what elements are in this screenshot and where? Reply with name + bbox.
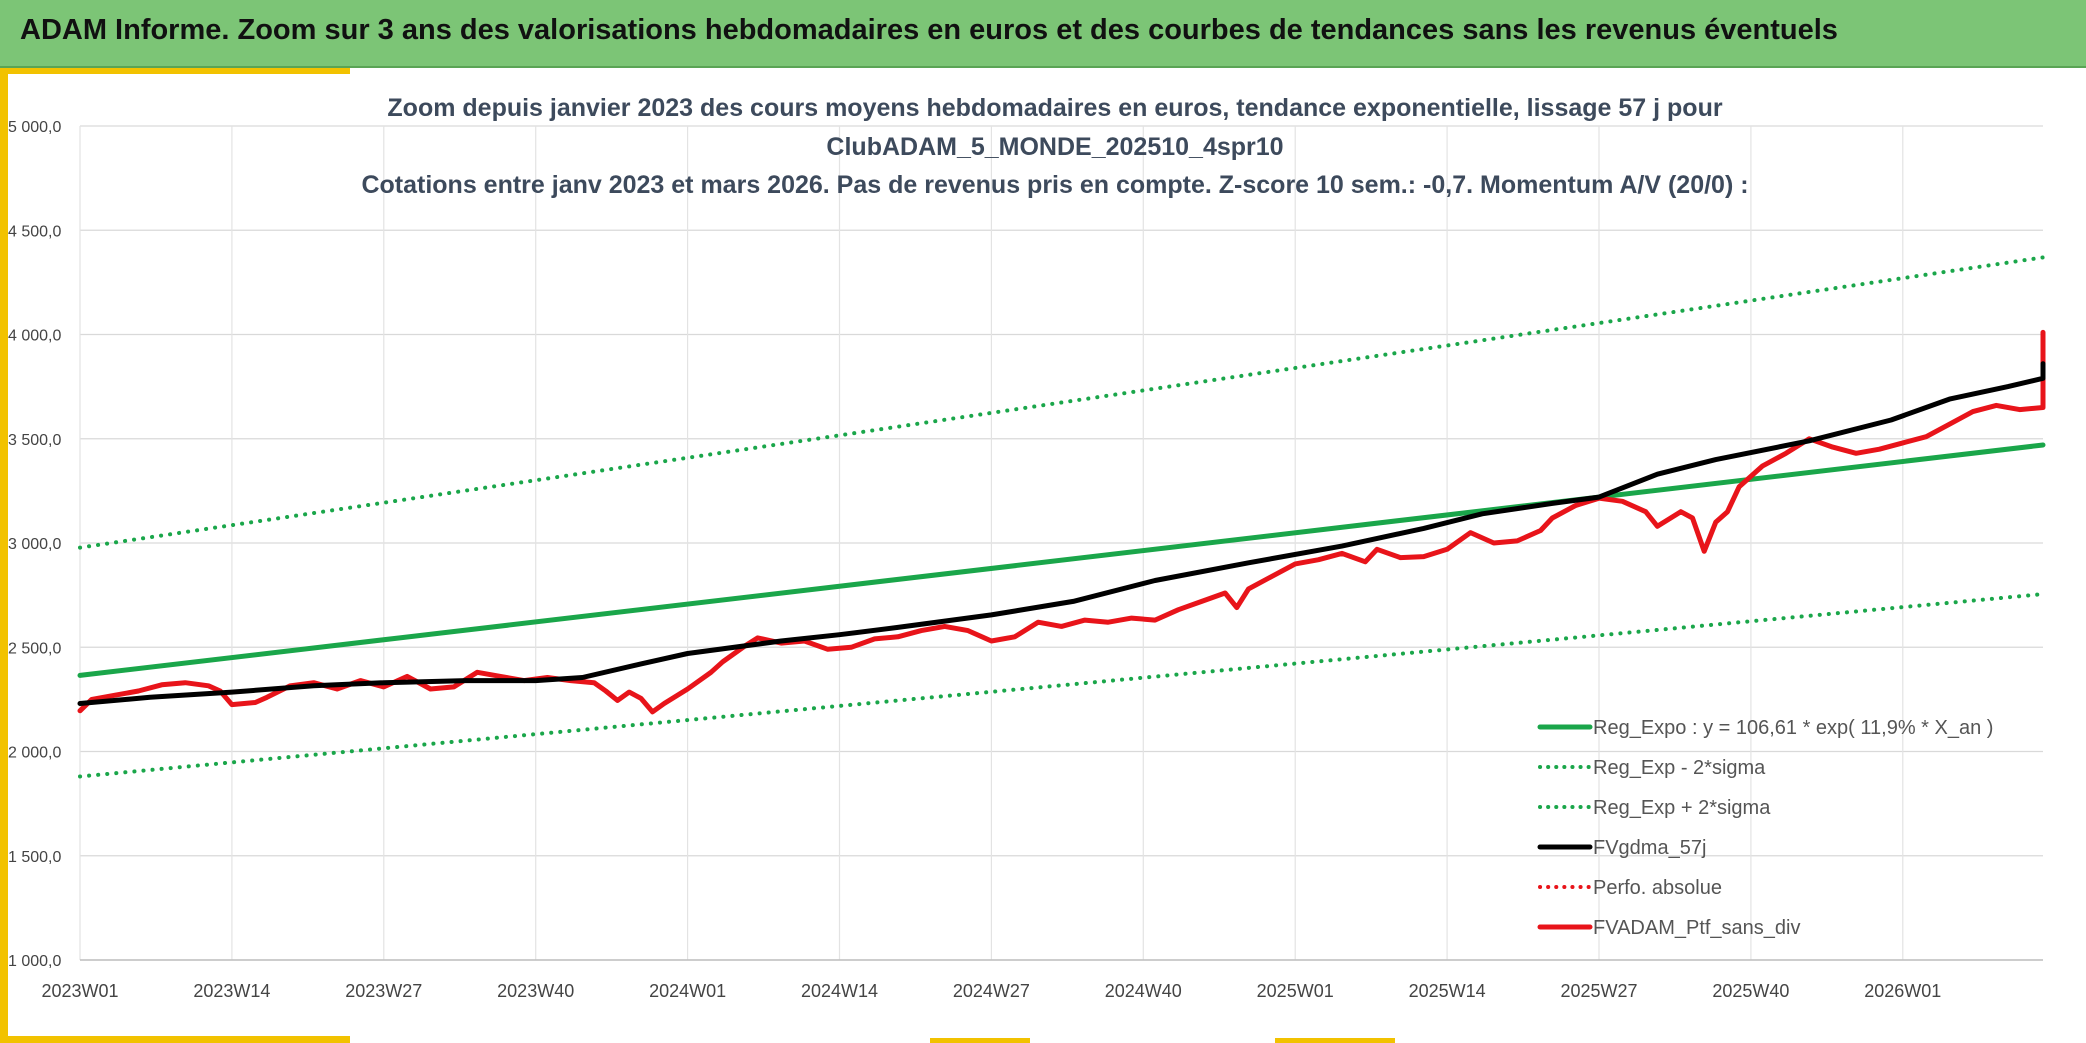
legend-label: Reg_Exp + 2*sigma xyxy=(1593,797,1771,819)
chart-title-line: Zoom depuis janvier 2023 des cours moyen… xyxy=(387,94,1722,122)
chart-legend: Reg_Expo : y = 106,61 * exp( 11,9% * X_a… xyxy=(1537,717,1993,939)
x-tick-label: 2024W27 xyxy=(953,981,1030,1001)
x-tick-label: 2024W01 xyxy=(649,981,726,1001)
legend-label: FVADAM_Ptf_sans_div xyxy=(1593,917,1801,939)
y-tick-label: 1 000,0 xyxy=(8,953,61,970)
accent-stripe-bottom-mid xyxy=(930,1038,1030,1043)
accent-stripe-top xyxy=(0,68,350,74)
chart-grid xyxy=(79,125,2043,961)
chart-title-line: Cotations entre janv 2023 et mars 2026. … xyxy=(361,171,1748,199)
legend-label: FVgdma_57j xyxy=(1593,837,1706,859)
x-tick-label: 2025W27 xyxy=(1560,981,1637,1001)
accent-stripe-bottom xyxy=(0,1036,350,1043)
accent-stripe-left xyxy=(0,68,8,1043)
y-tick-label: 1 500,0 xyxy=(8,849,61,866)
y-tick-label: 3 500,0 xyxy=(8,432,61,449)
series-line-1 xyxy=(78,592,2045,779)
accent-stripe-bottom-right xyxy=(1275,1038,1395,1043)
legend-label: Perfo. absolue xyxy=(1593,877,1722,899)
chart-series xyxy=(77,255,2046,779)
x-tick-label: 2025W01 xyxy=(1257,981,1334,1001)
x-tick-label: 2024W14 xyxy=(801,981,878,1001)
x-tick-label: 2023W14 xyxy=(193,981,270,1001)
y-tick-label: 2 500,0 xyxy=(8,640,61,657)
x-tick-label: 2023W40 xyxy=(497,981,574,1001)
y-tick-label: 4 000,0 xyxy=(8,328,61,345)
x-tick-label: 2025W14 xyxy=(1409,981,1486,1001)
banner-title: ADAM Informe. Zoom sur 3 ans des valoris… xyxy=(20,14,1838,46)
y-tick-label: 4 500,0 xyxy=(8,223,61,240)
chart-title: Zoom depuis janvier 2023 des cours moyen… xyxy=(361,94,1748,199)
series-line-2 xyxy=(78,255,2045,550)
y-tick-label: 3 000,0 xyxy=(8,536,61,553)
legend-label: Reg_Exp - 2*sigma xyxy=(1593,757,1766,779)
x-axis: 2023W01 2023W14 2023W27 2023W40 2024W01 2024W… xyxy=(41,981,1941,1001)
x-tick-label: 2026W01 xyxy=(1864,981,1941,1001)
y-tick-label: 2 000,0 xyxy=(8,745,61,762)
series-line-0 xyxy=(77,442,2046,678)
x-tick-label: 2023W01 xyxy=(41,981,118,1001)
y-axis: 1 000,0 1 500,0 2 000,0 2 500,0 3 000,0 3 500… xyxy=(8,119,61,970)
series-line-3 xyxy=(77,361,2046,706)
title-banner: ADAM Informe. Zoom sur 3 ans des valoris… xyxy=(0,0,2086,68)
y-tick-label: 5 000,0 xyxy=(8,119,61,136)
series-line-5 xyxy=(77,329,2046,715)
legend-label: Reg_Expo : y = 106,61 * exp( 11,9% * X_a… xyxy=(1593,717,1993,739)
x-tick-label: 2024W40 xyxy=(1105,981,1182,1001)
x-tick-label: 2023W27 xyxy=(345,981,422,1001)
chart-title-line: ClubADAM_5_MONDE_202510_4spr10 xyxy=(826,133,1283,161)
x-tick-label: 2025W40 xyxy=(1712,981,1789,1001)
